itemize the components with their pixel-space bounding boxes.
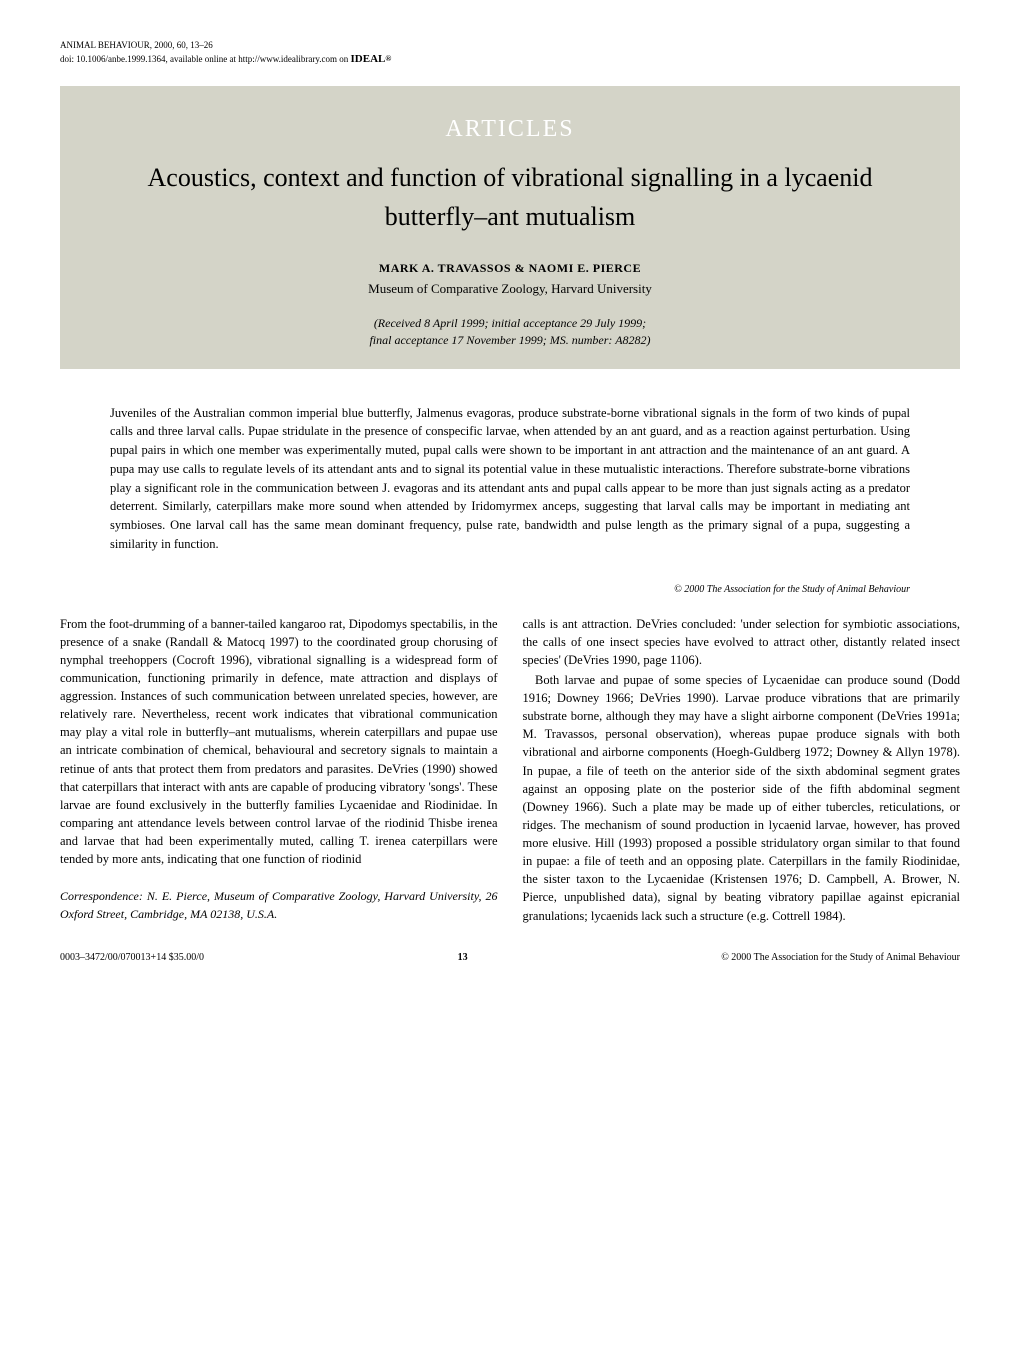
left-column: From the foot-drumming of a banner-taile…: [60, 615, 498, 927]
right-p1: calls is ant attraction. DeVries conclud…: [523, 615, 961, 669]
correspondence: Correspondence: N. E. Pierce, Museum of …: [60, 888, 498, 923]
dates: (Received 8 April 1999; initial acceptan…: [100, 315, 920, 349]
header-left: ANIMAL BEHAVIOUR, 2000, 60, 13–26 doi: 1…: [60, 40, 391, 66]
footer-left: 0003–3472/00/070013+14 $35.00/0: [60, 952, 204, 963]
right-p2: Both larvae and pupae of some species of…: [523, 671, 961, 925]
section-header: ARTICLES: [100, 116, 920, 143]
received-date: (Received 8 April 1999; initial acceptan…: [100, 315, 920, 332]
final-date: final acceptance 17 November 1999; MS. n…: [100, 332, 920, 349]
copyright-abstract: © 2000 The Association for the Study of …: [60, 584, 910, 595]
page-number: 13: [458, 952, 468, 963]
footer-right: © 2000 The Association for the Study of …: [721, 952, 960, 963]
abstract: Juveniles of the Australian common imper…: [110, 404, 910, 554]
authors: MARK A. TRAVASSOS & NAOMI E. PIERCE: [100, 261, 920, 276]
left-p1: From the foot-drumming of a banner-taile…: [60, 615, 498, 869]
footer: 0003–3472/00/070013+14 $35.00/0 13 © 200…: [60, 952, 960, 963]
journal-ref: ANIMAL BEHAVIOUR, 2000, 60, 13–26: [60, 40, 391, 52]
body-columns: From the foot-drumming of a banner-taile…: [60, 615, 960, 927]
affiliation: Museum of Comparative Zoology, Harvard U…: [100, 281, 920, 297]
ideal-logo: IDEAL®: [351, 52, 392, 66]
header-row: ANIMAL BEHAVIOUR, 2000, 60, 13–26 doi: 1…: [60, 40, 960, 66]
title-banner: ARTICLES Acoustics, context and function…: [60, 86, 960, 369]
right-column: calls is ant attraction. DeVries conclud…: [523, 615, 961, 927]
doi-line: doi: 10.1006/anbe.1999.1364, available o…: [60, 52, 391, 66]
article-title: Acoustics, context and function of vibra…: [100, 158, 920, 236]
